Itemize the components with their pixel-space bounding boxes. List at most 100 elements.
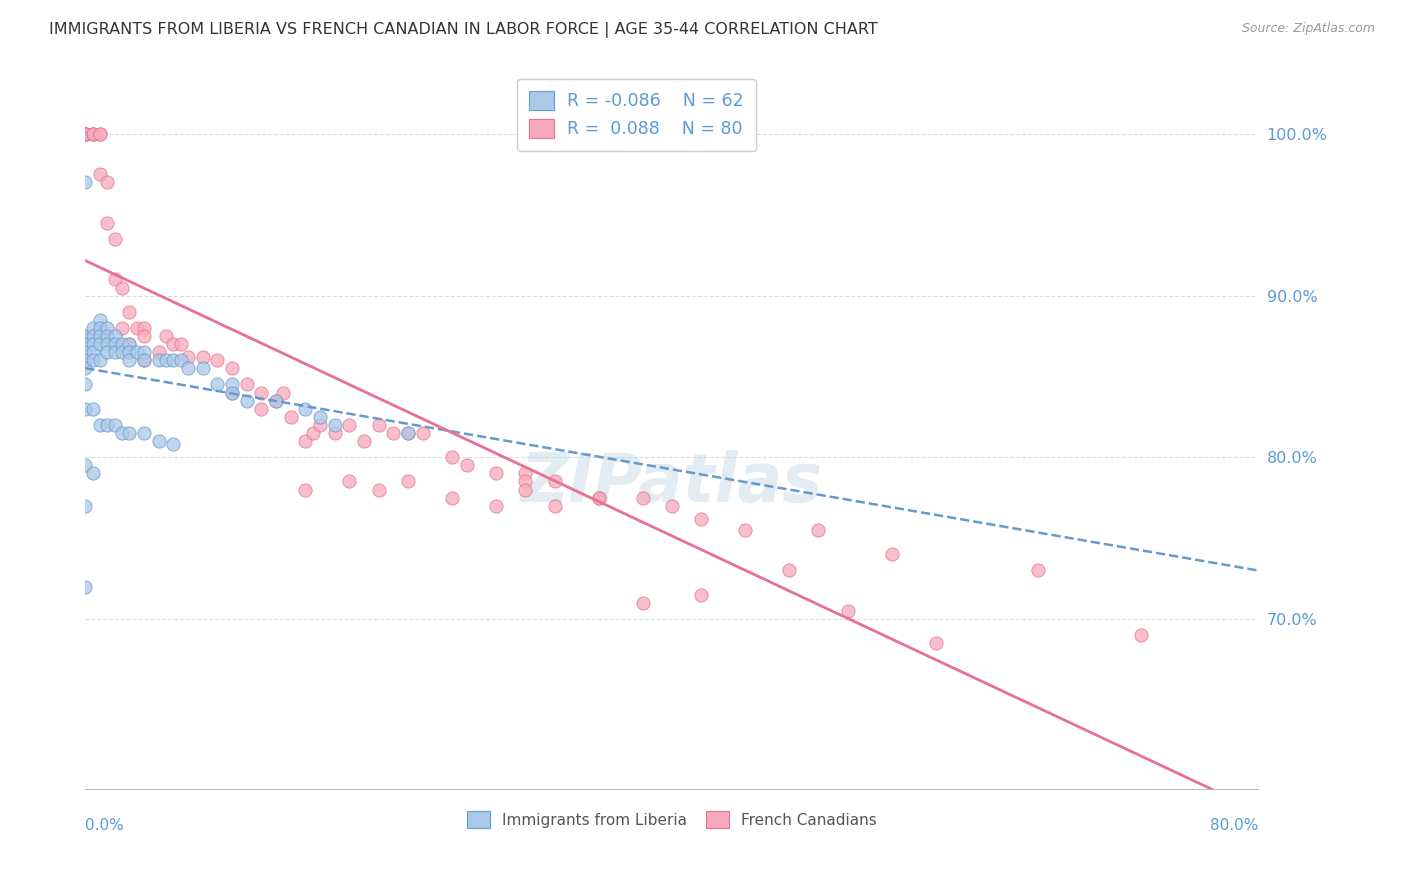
Point (191, 361, 214, 376)
Point (82, 337, 104, 351)
Point (118, 425, 141, 440)
Point (485, 467, 508, 481)
Point (1028, 563, 1050, 577)
Point (75, 127, 97, 141)
Point (82, 401, 104, 416)
Point (104, 345, 127, 359)
Text: IMMIGRANTS FROM LIBERIA VS FRENCH CANADIAN IN LABOR FORCE | AGE 35-44 CORRELATIO: IMMIGRANTS FROM LIBERIA VS FRENCH CANADI… (49, 22, 877, 38)
Point (75, 353, 97, 368)
Point (294, 401, 316, 416)
Point (82, 127, 104, 141)
Point (75, 345, 97, 359)
Point (207, 353, 229, 368)
Point (280, 409, 302, 424)
Point (89, 168, 111, 182)
Point (89, 329, 111, 343)
Point (104, 272, 127, 286)
Point (75, 127, 97, 141)
Point (111, 345, 134, 359)
Point (132, 425, 155, 440)
Text: 0.0%: 0.0% (86, 818, 124, 832)
Point (96, 417, 118, 432)
Point (148, 345, 170, 359)
Point (111, 321, 134, 335)
Point (294, 483, 316, 497)
Point (396, 425, 419, 440)
Point (778, 563, 800, 577)
Point (82, 127, 104, 141)
Point (221, 385, 243, 400)
Point (837, 604, 859, 618)
Point (250, 401, 273, 416)
Point (89, 337, 111, 351)
Point (75, 329, 97, 343)
Point (82, 345, 104, 359)
Point (75, 127, 97, 141)
Point (132, 353, 155, 368)
Point (132, 329, 155, 343)
Point (162, 337, 184, 351)
Point (111, 280, 134, 294)
Text: 80.0%: 80.0% (1211, 818, 1258, 832)
Point (661, 499, 683, 513)
Point (75, 580, 97, 594)
Point (96, 345, 118, 359)
Point (75, 337, 97, 351)
Point (543, 475, 565, 489)
Point (162, 437, 184, 451)
Point (104, 337, 127, 351)
Text: Source: ZipAtlas.com: Source: ZipAtlas.com (1241, 22, 1375, 36)
Point (250, 385, 273, 400)
Point (588, 491, 610, 505)
Point (148, 434, 170, 448)
Point (155, 353, 177, 368)
Point (264, 393, 287, 408)
Point (96, 321, 118, 335)
Point (412, 425, 434, 440)
Point (82, 127, 104, 141)
Point (111, 337, 134, 351)
Point (75, 361, 97, 376)
Point (96, 337, 118, 351)
Point (75, 329, 97, 343)
Point (235, 393, 257, 408)
Point (89, 127, 111, 141)
Point (169, 337, 191, 351)
Point (177, 350, 200, 364)
Point (221, 361, 243, 376)
Point (125, 321, 148, 335)
Point (1130, 628, 1153, 642)
Point (807, 523, 830, 537)
Point (207, 377, 229, 392)
Point (382, 425, 405, 440)
Point (132, 321, 155, 335)
Point (125, 345, 148, 359)
Point (89, 127, 111, 141)
Point (75, 499, 97, 513)
Point (82, 321, 104, 335)
Point (221, 385, 243, 400)
Point (162, 353, 184, 368)
Point (221, 377, 243, 392)
Point (396, 425, 419, 440)
Point (309, 417, 332, 432)
Point (148, 353, 170, 368)
Point (631, 596, 654, 610)
Point (118, 305, 141, 319)
Point (515, 467, 537, 481)
Point (96, 176, 118, 190)
Point (588, 491, 610, 505)
Point (104, 329, 127, 343)
Point (111, 425, 134, 440)
Point (177, 361, 200, 376)
Point (485, 499, 508, 513)
Point (169, 353, 191, 368)
Point (353, 434, 375, 448)
Point (515, 483, 537, 497)
Point (75, 377, 97, 392)
Point (104, 417, 127, 432)
Point (89, 313, 111, 327)
Point (75, 176, 97, 190)
Point (75, 127, 97, 141)
Point (734, 523, 756, 537)
